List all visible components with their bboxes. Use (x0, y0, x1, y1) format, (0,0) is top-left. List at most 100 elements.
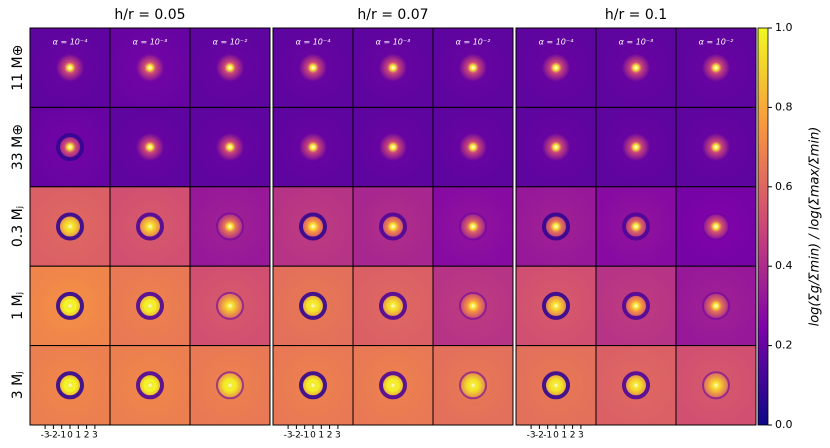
disk-image (516, 186, 596, 267)
gap-ring (542, 371, 570, 400)
disk-image (353, 28, 433, 108)
gap-ring (299, 371, 327, 400)
disk-image (596, 345, 676, 425)
colorbar-tick-label: 1.0 (775, 21, 793, 34)
gap-ring (56, 133, 84, 162)
gap-ring (459, 291, 487, 320)
disk-image (353, 186, 433, 267)
disk-image (353, 266, 433, 346)
alpha-label: α = 10⁻³ (376, 38, 411, 47)
alpha-label: α = 10⁻⁴ (539, 38, 574, 47)
gap-ring (216, 291, 244, 320)
gap-ring (379, 212, 407, 241)
disk-image (433, 345, 513, 425)
disk-image (30, 266, 110, 346)
gap-ring (542, 212, 570, 241)
disk-image (676, 28, 756, 108)
gap-ring (299, 212, 327, 241)
disk-image (110, 345, 190, 425)
disk-image (30, 186, 110, 267)
row-label: 11 M⊕ (10, 45, 26, 91)
x-tick-label: 3 (92, 431, 98, 441)
colorbar-tick-label: 0.8 (775, 100, 793, 113)
colorbar-tick-label: 0.2 (775, 339, 793, 352)
gap-ring (136, 212, 164, 241)
gap-ring (56, 291, 84, 320)
x-tick-label: 2 (570, 431, 576, 441)
disk-image (516, 266, 596, 346)
gap-ring (702, 291, 730, 320)
x-tick-label: 0 (67, 431, 73, 441)
cell-border (432, 345, 514, 426)
x-tick-label: -2 (49, 431, 58, 441)
x-tick-label: 3 (578, 431, 584, 441)
panel-title: h/r = 0.07 (357, 7, 428, 23)
x-tick-label: -2 (292, 431, 301, 441)
disk-image (30, 345, 110, 425)
disk-image (433, 266, 513, 346)
gap-ring (136, 371, 164, 400)
disk-image (30, 107, 110, 187)
disk-image (596, 28, 676, 108)
disk-image (190, 28, 270, 108)
disk-image (190, 266, 270, 346)
x-tick-label: 0 (310, 431, 316, 441)
gap-ring (379, 371, 407, 400)
colorbar (757, 27, 769, 426)
disk-image (676, 107, 756, 187)
disk-image (596, 107, 676, 187)
disk-image (596, 186, 676, 267)
row-label: 33 M⊕ (10, 124, 26, 170)
disk-image (190, 107, 270, 187)
panel-title: h/r = 0.05 (114, 7, 185, 23)
x-tick-label: -1 (543, 431, 552, 441)
disk-image (110, 186, 190, 267)
disk-image (676, 345, 756, 425)
alpha-label: α = 10⁻³ (619, 38, 654, 47)
alpha-label: α = 10⁻⁴ (53, 38, 88, 47)
disk-image (190, 186, 270, 267)
disk-image (353, 345, 433, 425)
disk-image (190, 345, 270, 425)
disk-image (353, 107, 433, 187)
gap-ring (459, 212, 487, 241)
gap-ring (622, 371, 650, 400)
disk-image (110, 107, 190, 187)
disk-image (676, 266, 756, 346)
disk-image (516, 28, 596, 108)
gap-ring (459, 371, 487, 400)
disk-image (433, 186, 513, 267)
colorbar-tick-label: 0.0 (775, 418, 793, 431)
alpha-label: α = 10⁻² (699, 38, 734, 47)
colorbar-label: log(Σg/Σmin) / log(Σmax/Σmin) (808, 127, 823, 327)
x-tick-label: -3 (41, 431, 50, 441)
x-tick-label: 1 (561, 431, 567, 441)
disk-image (110, 28, 190, 108)
x-tick-label: -1 (300, 431, 309, 441)
gap-ring (56, 212, 84, 241)
disk-image (273, 107, 353, 187)
x-tick-label: 2 (327, 431, 333, 441)
disk-image (516, 345, 596, 425)
gap-ring (299, 291, 327, 320)
gap-ring (216, 371, 244, 400)
x-tick-label: -1 (57, 431, 66, 441)
disk-image (273, 266, 353, 346)
gap-ring (379, 291, 407, 320)
cell-border (189, 345, 271, 426)
x-tick-label: 1 (75, 431, 81, 441)
x-tick-label: -2 (535, 431, 544, 441)
gap-ring (136, 291, 164, 320)
gap-ring (702, 371, 730, 400)
alpha-label: α = 10⁻² (456, 38, 491, 47)
x-tick-label: 0 (553, 431, 559, 441)
colorbar-tick-label: 0.4 (775, 259, 793, 272)
gap-ring (622, 291, 650, 320)
x-tick-label: 2 (84, 431, 90, 441)
panel-title: h/r = 0.1 (605, 7, 667, 23)
gap-ring (542, 291, 570, 320)
disk-image (273, 28, 353, 108)
gap-ring (216, 212, 244, 241)
colorbar-tick-label: 0.6 (775, 180, 793, 193)
